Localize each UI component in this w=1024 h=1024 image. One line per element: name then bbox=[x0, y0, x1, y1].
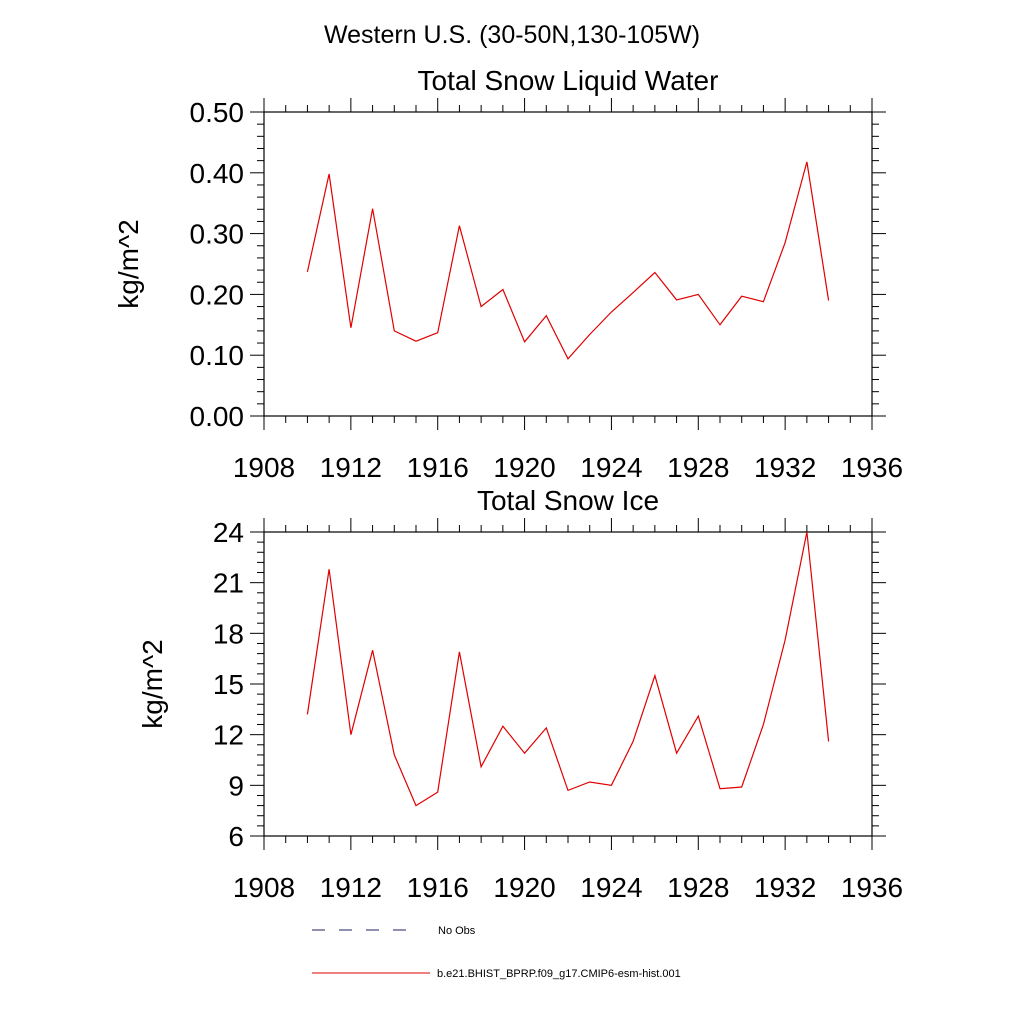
c0-data-point bbox=[654, 272, 655, 273]
c1-data-point bbox=[785, 639, 786, 640]
legend-label-no-obs: No Obs bbox=[438, 925, 476, 937]
c0-x-tick-label: 1932 bbox=[754, 452, 816, 483]
c0-data-point bbox=[481, 306, 482, 307]
c1-data-point bbox=[394, 754, 395, 755]
c0-data-point bbox=[437, 332, 438, 333]
c1-data-point bbox=[437, 791, 438, 792]
c1-y-tick-label: 24 bbox=[213, 517, 244, 548]
panel-snow-liquid-water: Total Snow Liquid Water 1908 1912 1916 1920 1… bbox=[113, 65, 903, 483]
c1-data-point bbox=[719, 788, 720, 789]
c1-data-point bbox=[633, 741, 634, 742]
c0-x-tick-label: 1916 bbox=[407, 452, 469, 483]
c1-data-point bbox=[611, 785, 612, 786]
c0-data-point bbox=[372, 208, 373, 209]
c0-data-point bbox=[763, 301, 764, 302]
c1-data-point bbox=[481, 766, 482, 767]
c0-data-point bbox=[350, 327, 351, 328]
c1-data-point bbox=[741, 786, 742, 787]
c0-data-point bbox=[459, 225, 460, 226]
c0-data-point bbox=[828, 300, 829, 301]
c1-x-tick-label: 1912 bbox=[320, 872, 382, 903]
c1-y-tick-label: 21 bbox=[213, 568, 244, 599]
c1-x-tick-label: 1920 bbox=[493, 872, 555, 903]
c0-data-point bbox=[394, 330, 395, 331]
legend-label-model: b.e21.BHIST_BPRP.f09_g17.CMIP6-esm-hist.… bbox=[437, 968, 681, 980]
c1-data-point bbox=[502, 726, 503, 727]
c1-y-tick-label: 18 bbox=[213, 618, 244, 649]
c0-data-point bbox=[806, 161, 807, 162]
c1-data-point bbox=[698, 715, 699, 716]
c1-data-point bbox=[589, 781, 590, 782]
c0-data-point bbox=[611, 311, 612, 312]
c0-data-point bbox=[546, 315, 547, 316]
c1-x-tick-label: 1916 bbox=[407, 872, 469, 903]
c1-data-point bbox=[350, 734, 351, 735]
c0-x-tick-label: 1928 bbox=[667, 452, 729, 483]
c0-data-point bbox=[741, 296, 742, 297]
c1-data-point bbox=[307, 714, 308, 715]
c0-y-axis-title: kg/m^2 bbox=[113, 219, 144, 308]
c0-data-point bbox=[719, 324, 720, 325]
c1-x-tick-label: 1924 bbox=[580, 872, 642, 903]
c0-data-point bbox=[502, 289, 503, 290]
c0-y-tick-label: 0.50 bbox=[190, 97, 245, 128]
c0-x-tick-label: 1920 bbox=[493, 452, 555, 483]
c1-data-point bbox=[828, 741, 829, 742]
c0-data-point bbox=[785, 242, 786, 243]
c0-y-tick-label: 0.40 bbox=[190, 158, 245, 189]
c0-data-point bbox=[524, 341, 525, 342]
c0-data-point bbox=[698, 294, 699, 295]
c0-data-point bbox=[676, 299, 677, 300]
panel-snow-ice: Total Snow Ice 1908 1912 1916 1920 1924 1928 19… bbox=[137, 485, 903, 903]
c1-data-point bbox=[524, 753, 525, 754]
figure-suptitle: Western U.S. (30-50N,130-105W) bbox=[324, 21, 700, 49]
c0-data-point bbox=[415, 341, 416, 342]
legend: No Obs b.e21.BHIST_BPRP.f09_g17.CMIP6-es… bbox=[312, 925, 681, 980]
c1-data-point bbox=[763, 724, 764, 725]
c0-plot-frame bbox=[263, 111, 873, 417]
c0-x-tick-label: 1924 bbox=[580, 452, 642, 483]
c1-x-tick-label: 1936 bbox=[841, 872, 903, 903]
c1-y-tick-label: 15 bbox=[213, 669, 244, 700]
c0-y-tick-label: 0.20 bbox=[190, 279, 245, 310]
c0-y-tick-label: 0.30 bbox=[190, 219, 245, 250]
c0-x-tick-label: 1912 bbox=[320, 452, 382, 483]
c0-data-point bbox=[329, 173, 330, 174]
c1-y-tick-label: 9 bbox=[228, 770, 244, 801]
c1-y-axis-title: kg/m^2 bbox=[137, 639, 168, 728]
c0-y-tick-label: 0.00 bbox=[190, 401, 245, 432]
c1-data-point bbox=[459, 651, 460, 652]
c1-y-tick-label: 6 bbox=[228, 821, 244, 852]
c1-data-point bbox=[654, 675, 655, 676]
c1-data-point bbox=[676, 753, 677, 754]
c0-data-point bbox=[567, 358, 568, 359]
c0-data-point bbox=[589, 334, 590, 335]
c0-series-line-0 bbox=[306, 161, 830, 360]
c1-y-tick-label: 12 bbox=[213, 720, 244, 751]
c1-title: Total Snow Ice bbox=[477, 485, 659, 516]
c1-x-tick-label: 1908 bbox=[233, 872, 295, 903]
c1-data-point bbox=[806, 531, 807, 532]
c1-x-tick-label: 1932 bbox=[754, 872, 816, 903]
c1-data-point bbox=[415, 805, 416, 806]
c0-y-tick-label: 0.10 bbox=[190, 340, 245, 371]
c0-x-tick-label: 1936 bbox=[841, 452, 903, 483]
c0-title: Total Snow Liquid Water bbox=[418, 65, 719, 96]
c0-data-point bbox=[307, 271, 308, 272]
c1-data-point bbox=[567, 790, 568, 791]
c1-data-point bbox=[329, 569, 330, 570]
c0-x-tick-label: 1908 bbox=[233, 452, 295, 483]
c1-data-point bbox=[546, 727, 547, 728]
c1-series-line-0 bbox=[306, 531, 830, 807]
c1-x-tick-label: 1928 bbox=[667, 872, 729, 903]
c1-data-point bbox=[372, 650, 373, 651]
c0-data-point bbox=[633, 292, 634, 293]
